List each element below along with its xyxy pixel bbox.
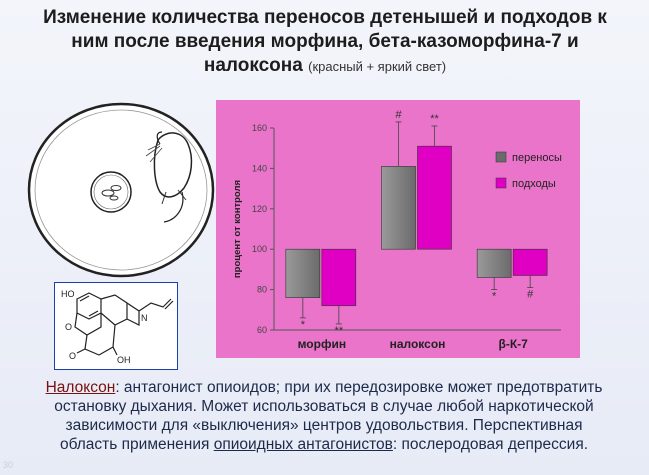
x-category-label: морфин: [298, 337, 347, 351]
significance-mark: #: [527, 289, 534, 301]
bar-podhody: [512, 248, 548, 276]
mol-label-ho: HO: [61, 289, 75, 299]
bar-perenosy: [381, 166, 416, 250]
footer-term: Налоксон: [45, 379, 116, 396]
bar-perenosy: [285, 248, 321, 298]
footer-text: Налоксон: антагонист опиоидов; при их пе…: [12, 378, 636, 454]
mol-label-o-left: O: [65, 322, 72, 332]
y-tick-label: 160: [252, 123, 267, 133]
mol-label-oh: OH: [117, 355, 131, 365]
bar-podhody: [417, 145, 452, 250]
significance-mark: **: [335, 325, 344, 337]
footer-line4-pre: область применения: [59, 436, 214, 453]
footer-line1-rest: : антагонист опиоидов; при их передозиро…: [115, 379, 603, 396]
legend-label: подходы: [512, 178, 556, 190]
footer-line-4: область применения опиоидных антагонисто…: [12, 435, 636, 454]
mol-label-n: N: [141, 313, 148, 323]
molecule-drawing: HO O O OH N: [61, 289, 174, 365]
y-tick-label: 100: [252, 244, 267, 254]
mouse-arena-drawing: [27, 102, 215, 278]
significance-mark: *: [492, 291, 497, 303]
y-tick-label: 80: [257, 285, 267, 295]
significance-mark: *: [301, 319, 306, 331]
legend-label: переносы: [512, 152, 562, 164]
slide-title: Изменение количества переносов детенышей…: [30, 6, 620, 79]
y-tick-label: 120: [252, 204, 267, 214]
significance-mark: **: [430, 113, 439, 125]
y-tick-label: 140: [252, 163, 267, 173]
footer-line-1: Налоксон: антагонист опиоидов; при их пе…: [12, 378, 636, 397]
significance-mark: #: [395, 109, 402, 121]
naloxone-molecule: HO O O OH N: [54, 282, 178, 370]
arena-illustration: [26, 92, 222, 282]
mol-label-o-bottom: O: [69, 351, 76, 361]
x-category-label: β-К-7: [499, 337, 529, 351]
footer-term-2: опиоидных антагонистов: [213, 436, 393, 453]
legend-swatch: [495, 177, 507, 189]
title-text: Изменение количества переносов детенышей…: [43, 7, 607, 76]
x-category-label: налоксон: [390, 337, 446, 351]
bar-podhody: [321, 248, 357, 307]
bar-chart: 60 80 100 120 140 160 процент от контроля * ** мо…: [216, 100, 580, 358]
footer-line-2: остановку дыхания. Может использоваться …: [54, 398, 594, 415]
bar-perenosy: [476, 248, 512, 278]
title-subtitle: (красный + яркий свет): [308, 59, 447, 74]
page-number: 30: [3, 460, 14, 470]
y-axis-label: процент от контроля: [232, 180, 243, 278]
footer-line-3: зависимости для «выключения» центров удо…: [65, 417, 583, 434]
legend-swatch: [495, 151, 507, 163]
footer-line4-post: : послеродовая депрессия.: [392, 436, 589, 453]
y-tick-label: 60: [257, 325, 267, 335]
